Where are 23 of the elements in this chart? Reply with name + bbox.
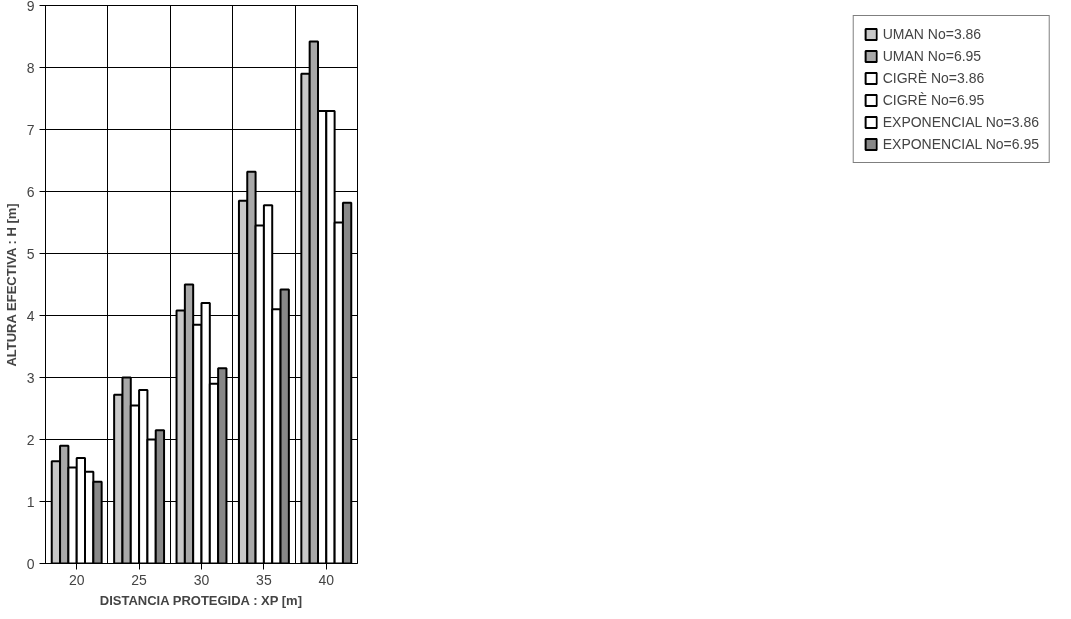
- y-tick-label: 0: [26, 555, 35, 572]
- y-tick-label: 2: [26, 431, 35, 448]
- y-tick-label: 5: [26, 245, 35, 262]
- legend-label: EXPONENCIAL No=3.86: [882, 114, 1039, 130]
- y-tick-label: 9: [26, 0, 35, 14]
- x-tick-label: 25: [131, 571, 148, 588]
- x-tick-label: 40: [318, 571, 335, 588]
- legend-label: UMAN No=6.95: [882, 48, 982, 64]
- x-tick-label: 30: [193, 571, 210, 588]
- y-tick-label: 3: [26, 369, 35, 386]
- legend-label: CIGRÈ No=3.86: [882, 70, 985, 86]
- x-tick-label: 35: [256, 571, 272, 588]
- x-axis-title: DISTANCIA PROTEGIDA : XP [m]: [99, 592, 303, 608]
- legend-label: CIGRÈ No=6.95: [882, 92, 985, 108]
- legend-label: EXPONENCIAL No=6.95: [882, 136, 1039, 152]
- y-tick-label: 8: [26, 59, 35, 76]
- x-tick-label: 20: [68, 571, 85, 588]
- y-axis-title: ALTURA EFECTIVA : H [m]: [3, 203, 19, 367]
- y-tick-label: 4: [26, 307, 35, 324]
- legend-label: UMAN No=3.86: [882, 26, 982, 42]
- y-tick-label: 6: [26, 183, 35, 200]
- y-tick-label: 1: [26, 493, 35, 510]
- y-tick-label: 7: [26, 121, 35, 138]
